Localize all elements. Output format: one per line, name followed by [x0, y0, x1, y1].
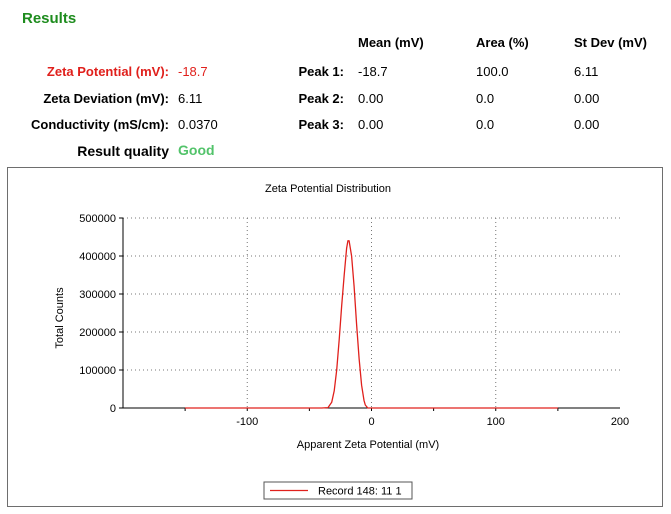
axes: [119, 217, 620, 411]
tick-labels: 0 100000 200000 300000 400000 500000 -100 0 100 2…: [79, 213, 629, 428]
result-quality-value: Good: [178, 142, 215, 158]
series-lines: [185, 240, 558, 409]
peak2-label: Peak 2:: [298, 91, 344, 106]
y-tick-label: 300000: [79, 289, 116, 301]
peak2-area: 0.0: [476, 91, 495, 106]
zeta-deviation-value: 6.11: [178, 91, 203, 106]
peak2-stdev: 0.00: [574, 91, 600, 106]
peak3-label: Peak 3:: [298, 117, 344, 132]
results-title: Results: [22, 10, 77, 27]
y-axis-label: Total Counts: [54, 287, 66, 349]
zeta-deviation-label: Zeta Deviation (mV):: [43, 91, 169, 106]
peak3-stdev: 0.00: [574, 117, 600, 132]
x-axis-label: Apparent Zeta Potential (mV): [297, 439, 439, 451]
y-tick-label: 100000: [79, 365, 116, 377]
header-area: Area (%): [476, 35, 529, 50]
legend-label: Record 148: 11 1: [318, 486, 402, 498]
peak1-area: 100.0: [476, 64, 509, 79]
legend: Record 148: 11 1: [263, 481, 413, 500]
header-stdev: St Dev (mV): [574, 35, 647, 50]
series-line: [185, 240, 558, 409]
peak3-area: 0.0: [476, 117, 495, 132]
chart-title: Zeta Potential Distribution: [265, 183, 391, 195]
x-tick-label: -100: [236, 416, 258, 428]
peak2-mean: 0.00: [358, 91, 384, 106]
x-tick-label: 200: [611, 416, 629, 428]
header-mean: Mean (mV): [358, 35, 424, 50]
y-tick-label: 200000: [79, 327, 116, 339]
conductivity-value: 0.0370: [178, 117, 218, 132]
result-quality-label: Result quality: [77, 143, 169, 159]
peak3-mean: 0.00: [358, 117, 384, 132]
chart-panel: Zeta Potential Distribution 0 100000 20000…: [7, 167, 663, 507]
zeta-distribution-chart: Zeta Potential Distribution 010000020000…: [54, 183, 629, 500]
peak1-label: Peak 1:: [298, 64, 344, 79]
peak1-mean: -18.7: [358, 64, 388, 79]
zeta-potential-label: Zeta Potential (mV):: [46, 64, 169, 79]
conductivity-label: Conductivity (mS/cm):: [31, 117, 169, 132]
y-tick-label: 400000: [79, 251, 116, 263]
legend-box: [263, 481, 413, 500]
x-tick-label: 0: [368, 416, 374, 428]
zeta-potential-value: -18.7: [178, 64, 208, 79]
x-tick-label: 100: [487, 416, 505, 428]
y-tick-label: 0: [110, 403, 116, 415]
y-tick-label: 500000: [79, 213, 116, 225]
grid-lines: [123, 217, 620, 408]
peak1-stdev: 6.11: [574, 64, 599, 79]
